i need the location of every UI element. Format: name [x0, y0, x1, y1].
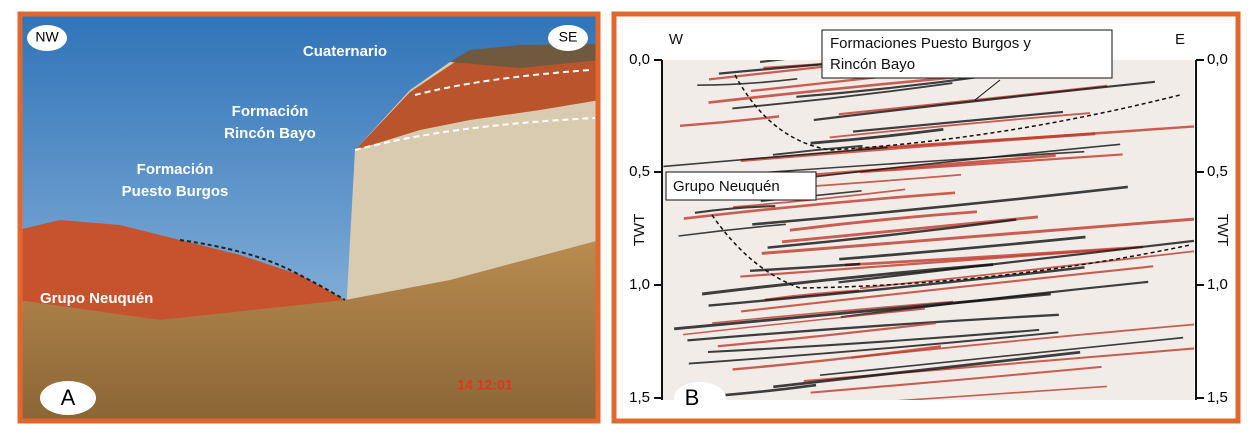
axis-title: TWT: [1214, 214, 1231, 246]
panel-b: 0,0 0,5 1,0 1,5 0,0 0,5 1,0 1,5 TWT TWT W E For…: [612, 12, 1248, 423]
panel-letter-badge: [674, 382, 726, 414]
unit-label: Formaciones Puesto Burgos y: [830, 35, 1031, 52]
tick-label: 1,0: [1207, 276, 1228, 293]
unit-label: Puesto Burgos: [122, 183, 229, 200]
axis-title: TWT: [631, 214, 648, 246]
timestamp: 14 12:01: [457, 377, 512, 393]
unit-label: Formación: [232, 103, 309, 120]
tick-label: 0,0: [1207, 51, 1228, 68]
tick-label: 1,0: [629, 276, 650, 293]
unit-label: Cuaternario: [303, 43, 387, 60]
tick-label: 1,5: [1207, 389, 1228, 406]
unit-label: Formación: [137, 161, 214, 178]
corner-label: E: [1175, 31, 1185, 48]
tick-label: 0,5: [1207, 163, 1228, 180]
corner-label: NW: [35, 29, 59, 45]
unit-label: Rincón Bayo: [224, 125, 316, 142]
corner-label: SE: [559, 29, 578, 45]
tick-label: 0,5: [629, 163, 650, 180]
tick-label: 0,0: [629, 51, 650, 68]
panel-a: NW SE Cuaternario Formación Rincón Bayo …: [18, 12, 600, 423]
tick-label: 1,5: [629, 389, 650, 406]
unit-label: Grupo Neuquén: [673, 178, 780, 195]
corner-label: W: [669, 31, 684, 48]
unit-label: Rincón Bayo: [830, 56, 915, 73]
unit-label: Grupo Neuquén: [40, 290, 153, 307]
panel-letter: B: [685, 385, 700, 410]
panel-letter: A: [61, 385, 76, 410]
figure: NW SE Cuaternario Formación Rincón Bayo …: [0, 0, 1248, 427]
